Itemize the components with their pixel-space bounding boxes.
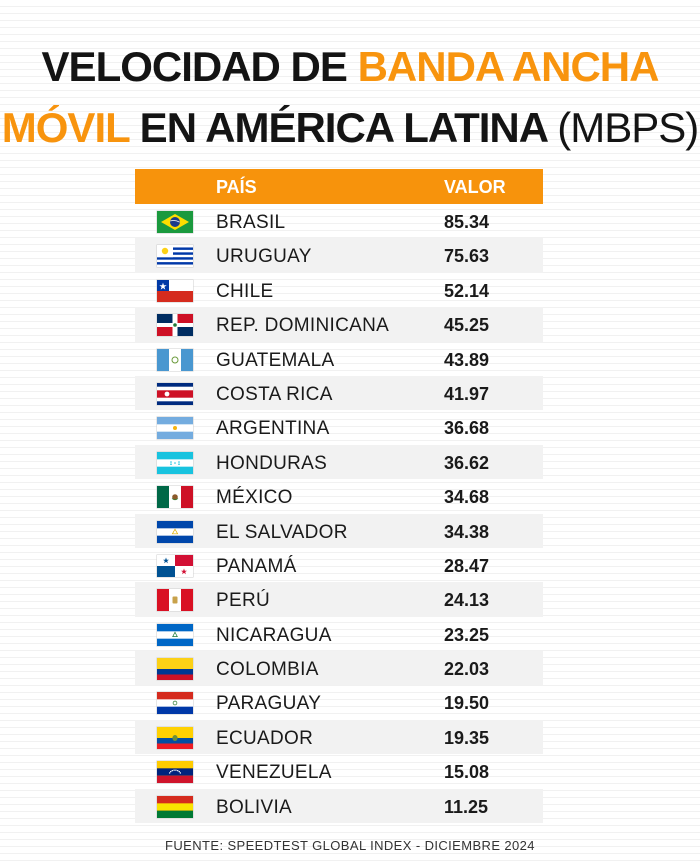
speed-value: 34.38 xyxy=(444,521,490,542)
country-name: BOLIVIA xyxy=(216,796,293,818)
table-row: HONDURAS 36.62 xyxy=(135,444,543,480)
honduras-flag-icon xyxy=(157,451,193,474)
speed-value: 28.47 xyxy=(444,555,490,576)
country-name: BRASIL xyxy=(216,212,286,233)
speed-value: 34.68 xyxy=(444,487,490,508)
title-part-5: (MBPS) xyxy=(557,104,699,151)
country-name: EL SALVADOR xyxy=(216,521,348,543)
table-row: BRASIL 85.34 xyxy=(135,204,543,238)
chart-title-line-1: VELOCIDAD DE BANDA ANCHA xyxy=(0,42,700,92)
title-part-4: EN AMÉRICA LATINA xyxy=(129,104,558,151)
brazil-flag-icon xyxy=(157,211,193,233)
header-country: PAÍS xyxy=(216,177,257,197)
chart-title-line-2: MÓVIL EN AMÉRICA LATINA (MBPS) xyxy=(0,103,700,153)
ecuador-flag-icon xyxy=(157,726,193,749)
table-row: GUATEMALA 43.89 xyxy=(135,342,543,376)
source-note: FUENTE: SPEEDTEST GLOBAL INDEX - DICIEMB… xyxy=(165,838,535,853)
table-row: EL SALVADOR 34.38 xyxy=(135,513,543,548)
table-header: PAÍS VALOR xyxy=(135,169,543,204)
venezuela-flag-icon xyxy=(157,761,193,784)
country-name: COSTA RICA xyxy=(216,383,333,405)
table-row: PANAMÁ 28.47 xyxy=(135,548,543,582)
country-name: ARGENTINA xyxy=(216,418,330,440)
table-row: URUGUAY 75.63 xyxy=(135,238,543,273)
table-row: PERÚ 24.13 xyxy=(135,582,543,617)
table-row: COLOMBIA 22.03 xyxy=(135,651,543,686)
title-part-1: VELOCIDAD DE xyxy=(41,43,358,90)
table-row: ARGENTINA 36.68 xyxy=(135,410,543,444)
country-name: MÉXICO xyxy=(216,487,293,509)
el-salvador-flag-icon xyxy=(157,520,193,543)
country-name: HONDURAS xyxy=(216,452,328,474)
country-name: VENEZUELA xyxy=(216,762,332,784)
country-name: PERÚ xyxy=(216,590,270,612)
panama-flag-icon xyxy=(157,554,193,577)
title-part-2: BANDA ANCHA xyxy=(357,43,660,90)
table-row: PARAGUAY 19.50 xyxy=(135,685,543,719)
country-name: REP. DOMINICANA xyxy=(216,315,390,337)
speed-value: 19.50 xyxy=(444,693,490,714)
country-name: NICARAGUA xyxy=(216,624,332,646)
speed-value: 24.13 xyxy=(444,590,490,611)
table-row: COSTA RICA 41.97 xyxy=(135,375,543,411)
colombia-flag-icon xyxy=(157,658,193,681)
bolivia-flag-icon xyxy=(157,795,193,818)
speed-value: 36.62 xyxy=(444,452,490,473)
argentina-flag-icon xyxy=(157,417,193,440)
paraguay-flag-icon xyxy=(157,692,193,715)
table-row: VENEZUELA 15.08 xyxy=(135,754,543,788)
chile-flag-icon xyxy=(157,279,193,302)
table-row: BOLIVIA 11.25 xyxy=(135,788,543,824)
speed-value: 36.68 xyxy=(444,418,490,439)
speed-value: 15.08 xyxy=(444,762,490,783)
speed-value: 41.97 xyxy=(444,383,490,404)
country-name: PANAMÁ xyxy=(216,555,297,577)
table-row: REP. DOMINICANA 45.25 xyxy=(135,307,543,342)
table-row: ECUADOR 19.35 xyxy=(135,719,543,755)
speed-value: 85.34 xyxy=(444,212,490,232)
table-body: BRASIL 85.34 URUGUAY 75.63 CHILE 52.14 REP. DO… xyxy=(135,204,543,824)
title-part-3: MÓVIL xyxy=(1,104,130,151)
uruguay-flag-icon xyxy=(157,245,193,268)
nicaragua-flag-icon xyxy=(157,623,193,646)
table-row: CHILE 52.14 xyxy=(135,273,543,307)
speed-value: 11.25 xyxy=(444,796,489,817)
peru-flag-icon xyxy=(157,589,193,612)
header-value: VALOR xyxy=(444,177,506,197)
country-name: COLOMBIA xyxy=(216,659,319,681)
speed-value: 23.25 xyxy=(444,624,490,645)
table-row: NICARAGUA 23.25 xyxy=(135,617,543,651)
country-name: CHILE xyxy=(216,280,274,302)
speed-value: 22.03 xyxy=(444,659,490,680)
dominican-republic-flag-icon xyxy=(157,314,193,337)
country-name: GUATEMALA xyxy=(216,349,335,371)
speed-value: 52.14 xyxy=(444,280,490,301)
country-name: PARAGUAY xyxy=(216,693,322,715)
speed-value: 19.35 xyxy=(444,727,490,748)
mexico-flag-icon xyxy=(157,486,193,509)
speed-value: 75.63 xyxy=(444,246,490,267)
speed-value: 43.89 xyxy=(444,349,490,370)
speed-value: 45.25 xyxy=(444,315,490,336)
country-name: ECUADOR xyxy=(216,727,314,749)
speed-table: PAÍS VALOR BRASIL 85.34 URUGUAY 75.63 CHILE 5… xyxy=(135,169,543,824)
country-name: URUGUAY xyxy=(216,246,312,268)
table-row: MÉXICO 34.68 xyxy=(135,479,543,513)
costa-rica-flag-icon xyxy=(157,382,193,405)
guatemala-flag-icon xyxy=(157,348,193,371)
